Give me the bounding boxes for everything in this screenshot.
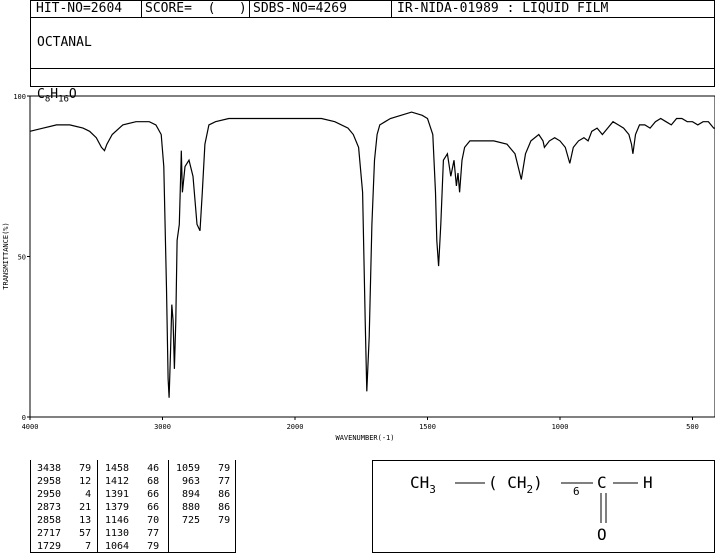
y-tick-label: 100 (13, 93, 26, 101)
x-tick-label: 4000 (22, 423, 39, 431)
hit-number: HIT-NO=2604 (36, 1, 123, 16)
peak-row: 2950 4 (37, 489, 92, 500)
peak-row: 1379 66 (105, 502, 160, 513)
peak-column-1: 3438 79 2958 12 2950 4 2873 21 2858 13 2717 5… (37, 462, 91, 553)
peak-row: 1412 68 (105, 476, 160, 487)
peak-row: 1130 77 (105, 528, 160, 539)
score: SCORE= ( ) (145, 1, 247, 16)
peak-row: 3438 79 (37, 463, 92, 474)
ir-method: IR-NIDA-01989 : LIQUID FILM (397, 1, 609, 16)
x-tick-label: 500 (686, 423, 699, 431)
svg-text:H: H (643, 473, 653, 492)
x-tick-label: 1000 (552, 423, 569, 431)
svg-text:6: 6 (573, 485, 580, 498)
peak-row: 2858 13 (37, 515, 92, 526)
x-tick-label: 2000 (287, 423, 304, 431)
peak-row: 1059 79 (176, 463, 231, 474)
peak-row: 1391 66 (105, 489, 160, 500)
compound-name: OCTANAL (37, 35, 92, 50)
ir-spectrum-chart: 0 50 100 4000 3000 2000 1500 1000 500 TRANSMITT… (2, 93, 715, 442)
peak-row: 2958 12 (37, 476, 92, 487)
peak-row: 894 86 (176, 489, 231, 500)
spectrum-line (29, 111, 715, 398)
peak-row: 2717 57 (37, 528, 92, 539)
x-tick-label: 3000 (154, 423, 171, 431)
peak-column-2: 1458 46 1412 68 1391 66 1379 66 1146 70 1130 … (105, 462, 159, 553)
structure-diagram: CH3 ( CH2) 6 C H O (410, 473, 653, 544)
peak-table: 3438 79 2958 12 2950 4 2873 21 2858 13 2717 5… (30, 460, 236, 553)
y-tick-label: 0 (22, 414, 26, 422)
svg-text:O: O (597, 525, 607, 544)
peak-row: 1146 70 (105, 515, 160, 526)
peak-column-3: 1059 79 963 77 894 86 880 86 725 79 (176, 462, 230, 527)
peak-row: 1458 46 (105, 463, 160, 474)
y-axis-label: TRANSMITTANCE(%) (2, 222, 10, 289)
peak-row: 725 79 (176, 515, 231, 526)
structure-box: CH3 ( CH2) 6 C H O (372, 460, 715, 553)
x-tick-label: 1500 (419, 423, 436, 431)
svg-text:( CH2): ( CH2) (488, 473, 543, 496)
y-tick-label: 50 (18, 254, 26, 262)
peak-row: 2873 21 (37, 502, 92, 513)
peak-row: 1729 7 (37, 541, 92, 552)
peak-row: 963 77 (176, 476, 231, 487)
x-axis-label: WAVENUMBER(-1) (335, 434, 394, 442)
svg-text:C: C (597, 473, 607, 492)
plot-frame (29, 95, 715, 418)
svg-text:CH3: CH3 (410, 473, 436, 496)
header-bar: HIT-NO=2604 SCORE= ( ) SDBS-NO=4269 IR-N… (30, 0, 715, 18)
peak-row: 1064 79 (105, 541, 160, 552)
peak-row: 880 86 (176, 502, 231, 513)
sdbs-number: SDBS-NO=4269 (253, 1, 347, 16)
molecular-formula: C8H16O (37, 87, 77, 105)
